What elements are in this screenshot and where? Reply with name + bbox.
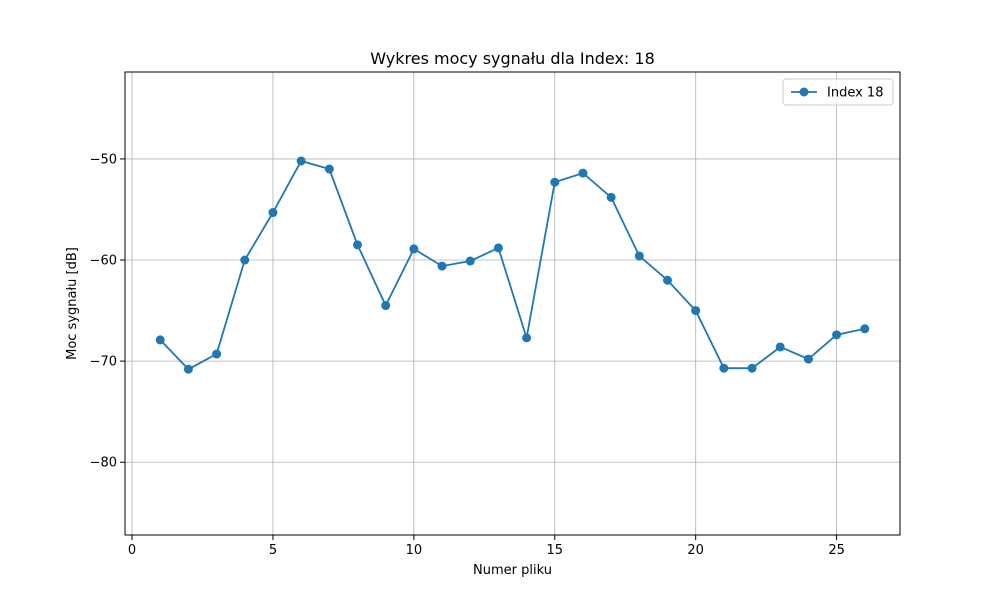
data-point: [437, 261, 447, 271]
y-axis-label: Moc sygnału [dB]: [65, 247, 80, 360]
x-tick-label: 5: [269, 543, 277, 558]
data-point: [691, 306, 701, 316]
legend: Index 18: [782, 78, 894, 106]
x-axis-label: Numer pliku: [473, 563, 552, 578]
y-tick-label: −70: [90, 355, 117, 370]
series-line: [159, 159, 865, 371]
legend-label: Index 18: [827, 86, 883, 101]
y-tick-label: −80: [90, 456, 117, 471]
data-point: [578, 168, 588, 178]
legend-marker: [799, 87, 809, 97]
x-tick-label: 10: [406, 543, 423, 558]
x-tick-label: 25: [828, 543, 845, 558]
data-point: [606, 192, 616, 202]
y-tick-label: −60: [90, 254, 117, 269]
grid: [125, 72, 900, 535]
data-point: [663, 275, 672, 285]
data-point: [296, 156, 306, 166]
data-point: [803, 354, 813, 364]
data-point: [212, 349, 222, 359]
x-tick-label: 15: [546, 543, 563, 558]
data-point: [183, 364, 193, 374]
x-tick-label: 0: [128, 543, 136, 558]
data-point: [522, 333, 532, 343]
x-axis-ticks: 0 5 10 15 20 25: [128, 535, 845, 558]
data-point: [634, 251, 644, 261]
data-point: [832, 330, 842, 340]
y-tick-label: −50: [90, 152, 117, 167]
plot-frame: [124, 71, 901, 536]
data-point: [550, 177, 560, 187]
data-point: [775, 342, 785, 352]
x-tick-label: 20: [687, 543, 704, 558]
data-point: [268, 208, 278, 218]
data-point: [155, 335, 165, 345]
data-point: [493, 243, 503, 253]
data-point: [860, 324, 870, 334]
data-point: [353, 240, 362, 250]
data-point: [381, 301, 391, 311]
legend-box: [782, 78, 894, 106]
data-point: [240, 255, 250, 265]
chart-title: Wykres mocy sygnału dla Index: 18: [370, 49, 655, 68]
data-point: [324, 164, 334, 174]
data-point: [409, 244, 419, 254]
data-point: [465, 256, 475, 266]
series-layer: [155, 156, 870, 374]
y-axis-ticks: −80 −70 −60 −50: [90, 152, 125, 471]
data-point: [719, 363, 729, 373]
data-point: [747, 363, 757, 373]
